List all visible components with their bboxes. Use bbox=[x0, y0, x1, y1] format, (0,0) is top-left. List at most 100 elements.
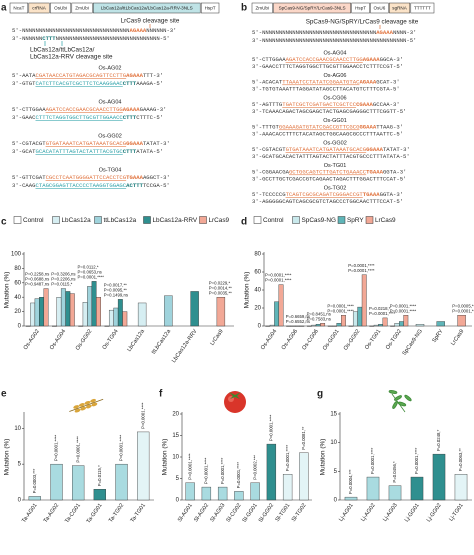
legend-swatch bbox=[199, 216, 207, 224]
sequence-segment: TGAAA bbox=[126, 174, 143, 181]
sequence-segment: NNNNNNNNNNNNNNNNNNNNNNNNNNNNNNN-5' bbox=[56, 35, 170, 42]
bar bbox=[399, 321, 404, 327]
sequence-segment: CTTTC-5' bbox=[136, 114, 163, 121]
construct-label: LbCas12a/ttLbCas12a/LbCas12a-RRV-3NLS bbox=[101, 6, 193, 11]
x-tick-label: Os-AG04 bbox=[49, 329, 67, 352]
y-tick-label: 0 bbox=[334, 498, 338, 504]
construct-label: OsUbi bbox=[54, 6, 67, 11]
construct-element bbox=[71, 2, 93, 14]
sequence-segment: 5'-CTTGGAA bbox=[12, 106, 46, 113]
p-value: P=0.8451,ns bbox=[307, 311, 331, 316]
x-tick-label: LbCas12a-RRV bbox=[171, 328, 198, 364]
x-tick-label: LrCas9 bbox=[209, 329, 224, 347]
y-axis-label: Mutation (%) bbox=[320, 439, 327, 476]
sequence-segment: CGCCTCAATGGGGATTCCACCTCG bbox=[46, 174, 127, 181]
bar bbox=[361, 274, 367, 327]
sequence: 3'-GTGTCATCTTCACGTCGCTTCTCAAGGAACCTTTAAA… bbox=[12, 80, 163, 87]
p-value: P=0.0001,**** bbox=[204, 457, 209, 484]
y-axis-label: Mutation (%) bbox=[4, 272, 11, 309]
p-value: P=0.2206,ns bbox=[51, 277, 75, 282]
sequence-segment: 3'-AAACACCTTTCTACATAGCTGGCAAGCGCCCTTTAAT… bbox=[252, 131, 403, 138]
y-tick-label: 5 bbox=[176, 476, 180, 482]
sequence-segment: GGAAAGATGTATCGACCGTTCGCG bbox=[279, 124, 360, 131]
construct-label: ZmUbi bbox=[255, 6, 269, 11]
y-tick-label: 0 bbox=[18, 324, 22, 330]
sequence-segment: TTAAG-3' bbox=[376, 124, 403, 131]
y-axis-label: Mutation (%) bbox=[4, 439, 11, 476]
sequence: 5'-TTTGTGGAAAGATGTATCGACCGTTCGCGGGAAATTA… bbox=[252, 124, 403, 131]
bar bbox=[357, 306, 363, 327]
p-value: P=0.0001,**** bbox=[390, 308, 417, 313]
legend-label: LbCas12a bbox=[62, 217, 92, 224]
cleavage-label: LbCas12a/ttLbCas12a/ bbox=[30, 47, 95, 54]
sequence-segment: AGAAA bbox=[376, 29, 393, 36]
sequence: 5'-CGGAACGAGCTGGCAGTCTTGATCTGAAACCTGAAAG… bbox=[252, 169, 406, 176]
construct-label: HspT bbox=[205, 6, 216, 11]
target-name: Os-GG02 bbox=[98, 133, 122, 139]
construct-label: TTTTTT bbox=[414, 6, 431, 11]
construct-label: sgRNA bbox=[392, 6, 407, 11]
p-value: P=0.0112,* bbox=[78, 265, 99, 270]
bar bbox=[454, 474, 468, 501]
sequence-segment: 3'-GAAC bbox=[12, 114, 36, 121]
bar bbox=[382, 317, 388, 327]
sequence-segment: CATCTTCACGTCGCTTCTCAAGGAAC bbox=[36, 80, 124, 87]
x-tick-label: LbCas12a bbox=[126, 328, 146, 353]
sequence-segment: 5'-GTTCGAT bbox=[12, 174, 46, 181]
p-value: P=0.0095,** bbox=[104, 288, 127, 293]
sequence: 5'-AGTTTGTGATCGCTCGATGACTCGCTCCCGAAAGCCA… bbox=[252, 101, 400, 108]
bar bbox=[299, 452, 309, 501]
bar bbox=[65, 291, 71, 327]
p-value: P=0.0001,**** bbox=[414, 447, 419, 474]
p-value: P=0.0005,*** bbox=[452, 303, 474, 308]
bar bbox=[388, 485, 402, 501]
bar bbox=[315, 324, 321, 327]
sequence: 5'-NNNNNNNNNNNNNNNNNNNNNNNNNNNNNNNNNNAGA… bbox=[252, 29, 417, 36]
y-tick-label: 15 bbox=[330, 412, 337, 418]
sequence: 5'-GTTCGATCGCCTCAATGGGGATTCCACCTCGTGAAAA… bbox=[12, 174, 170, 181]
bar bbox=[250, 482, 260, 501]
target-name: Os-AG04 bbox=[99, 99, 122, 105]
sequence-segment: AGGCT-3' bbox=[143, 174, 170, 181]
sequence: 3'-NNNNNNNNNNNNNNNNNNNNNNNNNNNNNNNNNNNNN… bbox=[252, 37, 416, 44]
sequence-segment: 3'-GCATGCACACTATTTAGTACTATTTACGTGCCCTTTA… bbox=[252, 153, 410, 160]
p-value: P=0.6659,ns bbox=[286, 314, 310, 319]
sequence-segment: 5'-AATA bbox=[12, 72, 36, 79]
sequence-segment: 5'-CGTACGT bbox=[12, 140, 46, 147]
bar bbox=[122, 311, 128, 327]
p-value: P=0.0035,** bbox=[209, 290, 232, 295]
sequence-segment: GGTA-3' bbox=[380, 191, 404, 198]
x-tick-label: Sl-AG01 bbox=[177, 503, 194, 524]
p-value: P=0.0456,* bbox=[392, 461, 397, 483]
p-value: P=0.0001,**** bbox=[220, 457, 225, 484]
sequence: 5'-CGTACGTGTGATAAATCATGATAAATGCACGGGAAAT… bbox=[252, 146, 410, 153]
bar bbox=[108, 309, 114, 327]
construct-element bbox=[251, 2, 273, 14]
sequence: 3'-GCATGCACACTATTTAGTACTATTTACGTGCCCTTTA… bbox=[252, 153, 410, 160]
x-tick-label: Os-CG06 bbox=[301, 329, 319, 352]
x-tick-label: Os-GG02 bbox=[75, 329, 94, 352]
construct-label: NcaT bbox=[13, 6, 24, 11]
p-value: P=0.6552,ns bbox=[286, 319, 310, 324]
sequence-segment: 3'-AGGGGGCAGTCAGCGCGTCTAGCCCTGGCAACTTTCC… bbox=[252, 198, 403, 205]
sequence-segment: 5'-CGTACGT bbox=[252, 146, 286, 153]
x-tick-label: Sl-GG01 bbox=[242, 503, 259, 524]
sequence-segment: GTGATAAATCATGATAAATGCACG bbox=[286, 146, 367, 153]
target-name: Os-GG02 bbox=[323, 140, 347, 146]
cleavage-label: SpCas9-NG/SpRY/LrCas9 cleavage site bbox=[306, 19, 419, 26]
sequence-segment: TGAAA bbox=[366, 169, 383, 176]
bar bbox=[269, 324, 275, 327]
bar bbox=[117, 299, 123, 327]
p-value: P=0.0014,** bbox=[209, 285, 232, 290]
sequence-segment: GGCA-3' bbox=[380, 56, 404, 63]
tomato-icon bbox=[224, 391, 246, 413]
bar bbox=[69, 293, 75, 327]
target-name: Os-TG04 bbox=[99, 167, 122, 173]
target-name: Os-AG02 bbox=[99, 65, 122, 71]
sequence-segment: TTAAATCCTATATCGGAATGTAC bbox=[282, 79, 360, 86]
p-value: P=0.0001,**** bbox=[140, 402, 145, 429]
bar bbox=[403, 315, 409, 327]
p-value: P=0.9487,ns bbox=[25, 282, 49, 287]
sequence-segment: 5'-CGGAACGA bbox=[252, 169, 290, 176]
legend-label: LbCas12a-RRV bbox=[153, 217, 198, 224]
